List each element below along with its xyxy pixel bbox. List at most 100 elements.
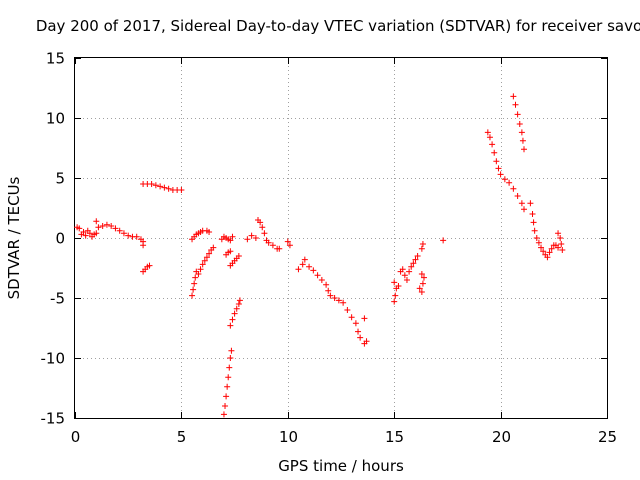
data-point	[93, 218, 100, 225]
data-point	[399, 266, 406, 273]
data-point	[125, 232, 132, 239]
data-point	[157, 183, 164, 190]
data-point	[206, 229, 213, 235]
series-arc-19	[397, 253, 421, 283]
data-point	[325, 287, 332, 294]
y-tick-label: 5	[55, 170, 65, 188]
data-point	[318, 277, 325, 283]
data-point	[227, 248, 234, 255]
data-point	[76, 225, 83, 232]
data-point	[418, 271, 425, 277]
data-point	[165, 185, 172, 192]
data-point	[529, 211, 536, 217]
data-point	[227, 355, 234, 361]
data-point	[559, 247, 566, 253]
data-point	[310, 267, 317, 274]
data-point	[506, 179, 513, 186]
data-point	[501, 176, 508, 183]
series-arc-23	[440, 237, 447, 244]
series-arc-11	[227, 297, 243, 329]
x-axis-label: GPS time / hours	[278, 457, 404, 475]
series-arc-12	[227, 253, 242, 269]
plot-frame	[74, 57, 608, 419]
data-point	[248, 232, 255, 239]
data-point	[486, 134, 493, 141]
data-point	[401, 272, 408, 279]
data-point	[133, 233, 140, 240]
data-point	[210, 244, 217, 251]
data-point	[519, 137, 526, 144]
data-point	[314, 272, 321, 279]
data-point	[228, 347, 235, 354]
data-point	[191, 280, 198, 287]
data-point	[403, 277, 410, 283]
data-point	[82, 232, 89, 239]
data-point	[116, 227, 123, 234]
x-tick-label: 0	[71, 428, 81, 446]
data-point	[555, 244, 562, 251]
x-tick-label: 20	[492, 428, 511, 446]
data-point	[344, 307, 351, 313]
data-point	[419, 241, 426, 247]
x-tick-labels: 0 5 10 15 20 25	[71, 428, 617, 446]
data-point	[546, 249, 553, 256]
data-point	[206, 250, 213, 257]
data-point	[93, 230, 100, 237]
data-point	[518, 200, 525, 207]
data-point	[189, 292, 196, 299]
data-point	[229, 233, 236, 240]
data-point	[412, 256, 419, 263]
data-point	[533, 235, 540, 241]
data-point	[223, 393, 230, 400]
data-point	[521, 206, 528, 213]
data-point	[557, 235, 564, 241]
data-point	[331, 295, 338, 301]
data-point	[226, 364, 233, 371]
data-point	[261, 230, 268, 237]
series-arc-3	[140, 262, 153, 275]
data-point	[391, 279, 398, 286]
data-point	[419, 280, 426, 287]
data-point	[327, 292, 334, 299]
data-point	[201, 257, 208, 264]
data-point	[493, 158, 500, 165]
data-point	[229, 316, 236, 323]
data-point	[146, 262, 153, 269]
data-point	[418, 289, 425, 295]
y-tick-label: -10	[41, 350, 66, 368]
data-point	[235, 253, 242, 259]
series-arc-5	[189, 268, 200, 299]
data-point	[161, 184, 168, 191]
data-point	[220, 411, 227, 418]
data-point	[406, 268, 413, 275]
data-point	[306, 263, 313, 270]
series-arc-8	[218, 233, 236, 244]
data-point	[301, 256, 308, 263]
data-point	[514, 193, 521, 199]
series-arc-10	[223, 248, 234, 258]
data-point	[252, 235, 259, 241]
data-point	[392, 292, 399, 299]
data-point	[197, 266, 204, 273]
data-point	[227, 322, 234, 329]
data-point	[512, 101, 519, 108]
data-point	[497, 171, 504, 178]
data-point	[352, 320, 359, 327]
x-tick-label: 25	[598, 428, 617, 446]
data-point	[231, 310, 238, 317]
data-point	[276, 245, 283, 252]
y-tick-label: 10	[46, 110, 65, 128]
data-point	[99, 223, 106, 229]
data-point	[530, 219, 537, 226]
series-arc-17	[361, 315, 368, 322]
data-point	[357, 334, 364, 341]
data-point	[495, 165, 502, 172]
series-arc-26	[527, 200, 562, 261]
data-point	[510, 93, 517, 100]
series-arc-15	[295, 256, 364, 341]
data-point	[340, 299, 347, 306]
data-point	[484, 129, 491, 136]
series-arc-4	[140, 181, 185, 193]
data-point	[284, 238, 291, 245]
series-arc-1	[74, 224, 100, 240]
